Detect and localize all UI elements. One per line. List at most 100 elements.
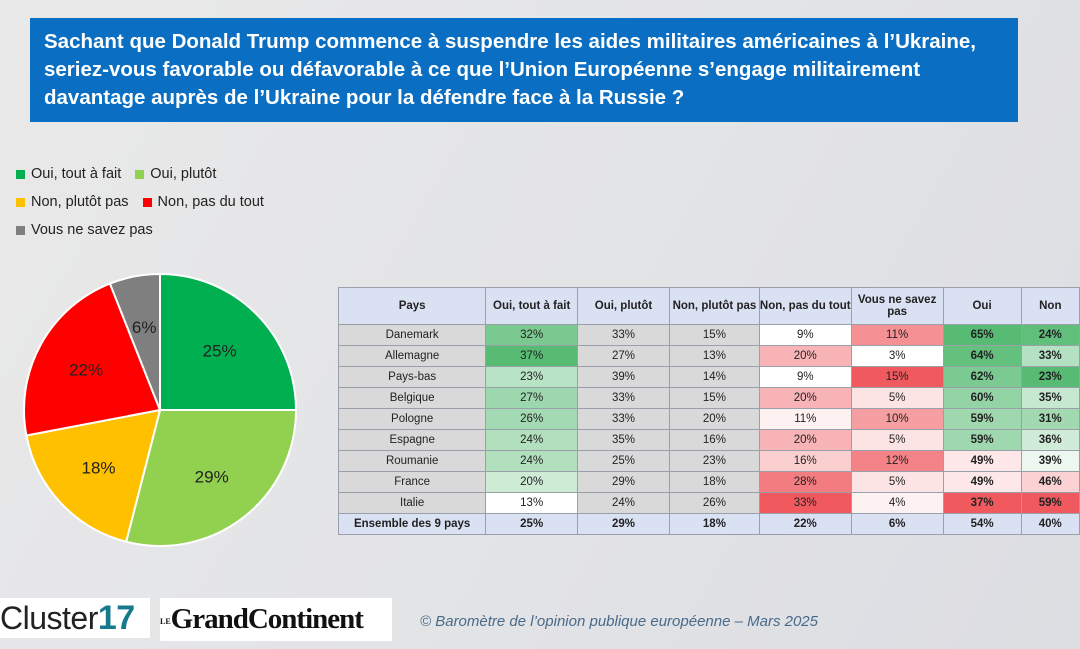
value-cell: 13% — [485, 492, 579, 514]
cluster17-logo: Cluster17 — [0, 598, 150, 638]
value-cell: 24% — [485, 450, 579, 472]
value-cell: 33% — [577, 324, 670, 346]
value-cell: 16% — [668, 429, 760, 451]
value-cell: 36% — [1020, 429, 1080, 451]
column-header: Non — [1020, 287, 1080, 325]
total-cell: 29% — [577, 513, 670, 535]
value-cell: 23% — [485, 366, 579, 388]
column-header: Oui, plutôt — [577, 287, 670, 325]
legend-item: Non, plutôt pas — [16, 194, 129, 210]
column-header: Non, pas du tout — [758, 287, 852, 325]
value-cell: 27% — [577, 345, 670, 367]
legend-swatch — [16, 197, 25, 207]
value-cell: 4% — [850, 492, 944, 514]
value-cell: 26% — [485, 408, 579, 430]
value-cell: 39% — [1020, 450, 1080, 472]
value-cell: 24% — [1020, 324, 1080, 346]
value-cell: 5% — [850, 471, 944, 493]
value-cell: 33% — [577, 408, 670, 430]
legend-swatch — [135, 169, 145, 179]
table-row: Allemagne 37% 27% 13% 20% 3% 64% 33% — [337, 345, 1080, 367]
value-cell: 59% — [1020, 492, 1080, 514]
country-cell: Allemagne — [337, 345, 487, 367]
country-cell: France — [337, 471, 487, 493]
value-cell: 32% — [485, 324, 579, 346]
pie-slice — [124, 409, 298, 547]
pie-data-label: 22% — [69, 360, 103, 379]
value-cell: 60% — [942, 387, 1022, 409]
value-cell: 15% — [850, 366, 944, 388]
value-cell: 64% — [942, 345, 1022, 367]
value-cell: 49% — [942, 471, 1022, 493]
value-cell: 33% — [1020, 345, 1080, 367]
grand-continent-logo: LEGrandContinent — [160, 598, 392, 641]
value-cell: 23% — [1020, 366, 1080, 388]
column-header: Non, plutôt pas — [668, 287, 760, 325]
footer-source: © Baromètre de l’opinion publique europé… — [420, 613, 818, 630]
legend-row: Non, plutôt pas Non, pas du tout — [16, 188, 264, 216]
value-cell: 9% — [758, 324, 852, 346]
value-cell: 11% — [758, 408, 852, 430]
value-cell: 20% — [485, 471, 579, 493]
column-header: Oui, tout à fait — [485, 287, 579, 325]
table-row: Danemark 32% 33% 15% 9% 11% 65% 24% — [337, 324, 1080, 346]
country-cell: Pologne — [337, 408, 487, 430]
country-cell: Italie — [337, 492, 487, 514]
value-cell: 35% — [1020, 387, 1080, 409]
value-cell: 20% — [668, 408, 760, 430]
value-cell: 62% — [942, 366, 1022, 388]
value-cell: 15% — [668, 387, 760, 409]
country-cell: Pays-bas — [337, 366, 487, 388]
legend-label: Non, plutôt pas — [31, 194, 129, 210]
value-cell: 31% — [1020, 408, 1080, 430]
value-cell: 59% — [942, 408, 1022, 430]
value-cell: 37% — [942, 492, 1022, 514]
legend-label: Vous ne savez pas — [31, 222, 153, 238]
legend-label: Oui, tout à fait — [31, 166, 122, 182]
question-title: Sachant que Donald Trump commence à susp… — [30, 18, 1018, 122]
legend-label: Oui, plutôt — [150, 166, 217, 182]
table-row: Belgique 27% 33% 15% 20% 5% 60% 35% — [337, 387, 1080, 409]
value-cell: 13% — [668, 345, 760, 367]
legend-item: Vous ne savez pas — [16, 222, 153, 238]
table-row: Pologne 26% 33% 20% 11% 10% 59% 31% — [337, 408, 1080, 430]
table-header-row: Pays Oui, tout à fait Oui, plutôt Non, plut… — [337, 287, 1080, 325]
pie-data-label: 6% — [132, 318, 157, 337]
value-cell: 49% — [942, 450, 1022, 472]
value-cell: 20% — [758, 387, 852, 409]
gc-logo-le: LE — [160, 616, 171, 626]
value-cell: 59% — [942, 429, 1022, 451]
value-cell: 46% — [1020, 471, 1080, 493]
value-cell: 33% — [758, 492, 852, 514]
value-cell: 24% — [485, 429, 579, 451]
value-cell: 37% — [485, 345, 579, 367]
table-row: Pays-bas 23% 39% 14% 9% 15% 62% 23% — [337, 366, 1080, 388]
value-cell: 23% — [668, 450, 760, 472]
value-cell: 9% — [758, 366, 852, 388]
value-cell: 39% — [577, 366, 670, 388]
value-cell: 5% — [850, 429, 944, 451]
value-cell: 15% — [668, 324, 760, 346]
pie-slice — [23, 282, 162, 437]
value-cell: 18% — [668, 471, 760, 493]
total-cell: 6% — [850, 513, 944, 535]
gc-logo-text: GrandContinent — [170, 603, 364, 635]
total-cell: 22% — [758, 513, 852, 535]
column-header: Oui — [942, 287, 1022, 325]
country-cell: Espagne — [337, 429, 487, 451]
pie-data-label: 25% — [203, 341, 237, 360]
table-row: Italie 13% 24% 26% 33% 4% 37% 59% — [337, 492, 1080, 514]
value-cell: 28% — [758, 471, 852, 493]
country-cell: Belgique — [337, 387, 487, 409]
cluster-logo-text: Cluster — [0, 600, 98, 636]
value-cell: 20% — [758, 429, 852, 451]
total-cell: Ensemble des 9 pays — [337, 513, 487, 535]
total-cell: 54% — [942, 513, 1022, 535]
value-cell: 24% — [577, 492, 670, 514]
legend-swatch — [16, 225, 25, 235]
pie-slice — [25, 408, 162, 543]
value-cell: 12% — [850, 450, 944, 472]
value-cell: 5% — [850, 387, 944, 409]
legend-item: Oui, tout à fait — [16, 166, 121, 182]
table-total-row: Ensemble des 9 pays 25% 29% 18% 22% 6% 54% 40% — [337, 513, 1080, 535]
